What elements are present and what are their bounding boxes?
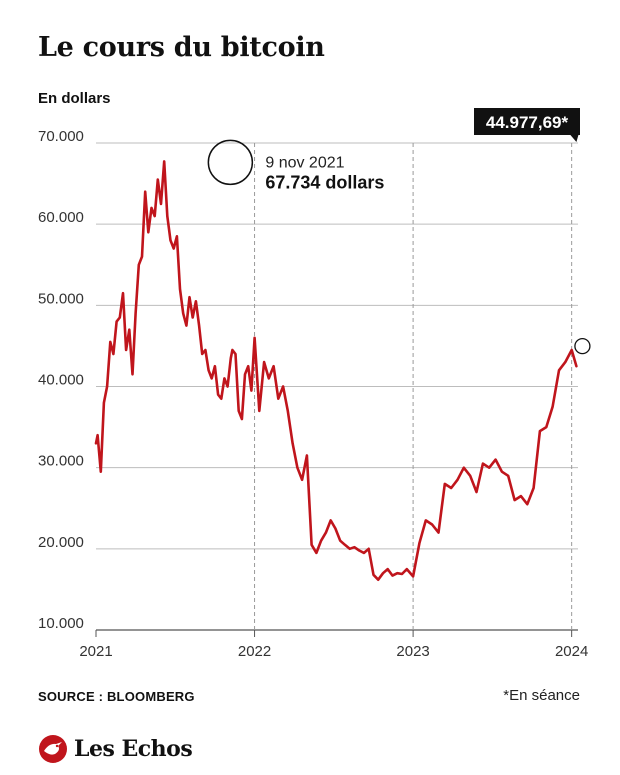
peak-marker (207, 139, 254, 186)
current-value-label: 44.977,69* (486, 113, 569, 132)
current-value-box (474, 108, 580, 135)
unit-label: En dollars (38, 90, 111, 107)
source-label: SOURCE : BLOOMBERG (38, 689, 195, 704)
y-tick-label: 40.000 (38, 372, 84, 389)
x-tick-label: 2024 (555, 643, 588, 660)
y-tick-label: 60.000 (38, 209, 84, 226)
les-echos-logo: Les Echos (38, 734, 193, 764)
y-tick-label: 10.000 (38, 615, 84, 632)
callout-pointer (570, 135, 579, 142)
x-tick-label: 2022 (238, 643, 271, 660)
price-line (94, 160, 578, 581)
current-marker (574, 337, 591, 355)
y-tick-label: 50.000 (38, 290, 84, 307)
x-axis: 2021 2022 2023 2024 (79, 643, 588, 660)
grid-layer (95, 142, 578, 637)
peak-date-label: 9 nov 2021 (265, 154, 344, 171)
bird-logo-icon (39, 735, 67, 763)
x-tick-label: 2023 (396, 643, 429, 660)
y-tick-label: 30.000 (38, 453, 84, 470)
x-tick-label: 2021 (79, 643, 112, 660)
y-axis: 10.000 20.000 30.000 40.000 50.000 60.000 70.0… (38, 128, 84, 632)
y-tick-label: 70.000 (38, 128, 84, 145)
chart-title: Le cours du bitcoin (38, 32, 325, 63)
y-tick-label: 20.000 (38, 534, 84, 551)
footnote-label: *En séance (503, 687, 580, 704)
peak-value-label: 67.734 dollars (265, 172, 384, 192)
brand-name: Les Echos (74, 736, 193, 762)
